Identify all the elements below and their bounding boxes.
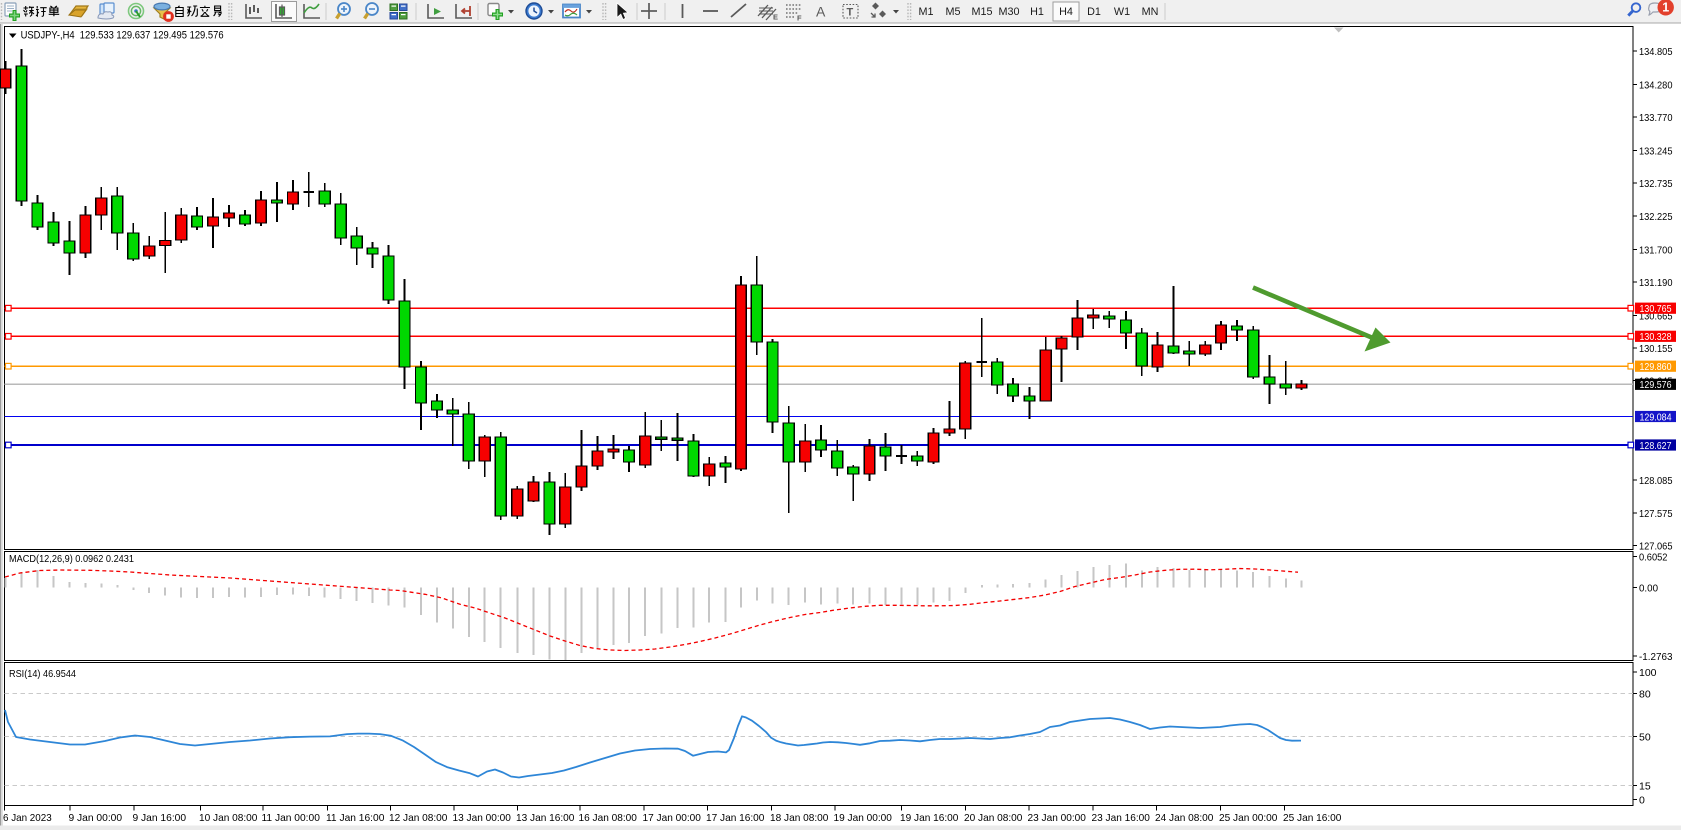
svg-text:130.765: 130.765 xyxy=(1640,303,1672,315)
svg-text:17 Jan 00:00: 17 Jan 00:00 xyxy=(643,812,702,824)
svg-text:130.155: 130.155 xyxy=(1639,343,1673,355)
svg-text:16 Jan 08:00: 16 Jan 08:00 xyxy=(579,812,638,824)
svg-text:13 Jan 00:00: 13 Jan 00:00 xyxy=(453,812,512,824)
svg-text:19 Jan 00:00: 19 Jan 00:00 xyxy=(834,812,893,824)
svg-text:T: T xyxy=(847,7,854,19)
svg-text:1: 1 xyxy=(1662,1,1669,15)
svg-text:134.280: 134.280 xyxy=(1639,80,1673,92)
svg-text:17 Jan 16:00: 17 Jan 16:00 xyxy=(706,812,765,824)
svg-text:11 Jan 00:00: 11 Jan 00:00 xyxy=(262,812,321,824)
svg-text:M30: M30 xyxy=(998,6,1019,18)
svg-text:MACD(12,26,9) 0.0962 0.2431: MACD(12,26,9) 0.0962 0.2431 xyxy=(9,553,134,565)
svg-text:E: E xyxy=(773,13,778,22)
svg-text:24 Jan 08:00: 24 Jan 08:00 xyxy=(1155,812,1214,824)
svg-text:131.700: 131.700 xyxy=(1639,244,1673,256)
svg-text:129.084: 129.084 xyxy=(1640,411,1672,423)
svg-text:F: F xyxy=(797,14,802,23)
svg-text:12 Jan 08:00: 12 Jan 08:00 xyxy=(389,812,448,824)
svg-text:134.805: 134.805 xyxy=(1639,46,1673,58)
svg-text:W1: W1 xyxy=(1114,6,1130,18)
svg-text:100: 100 xyxy=(1639,667,1657,679)
svg-text:A: A xyxy=(816,4,826,20)
svg-text:19 Jan 16:00: 19 Jan 16:00 xyxy=(900,812,959,824)
svg-text:20 Jan 08:00: 20 Jan 08:00 xyxy=(964,812,1023,824)
svg-text:0.00: 0.00 xyxy=(1639,583,1658,595)
svg-text:9 Jan 00:00: 9 Jan 00:00 xyxy=(69,812,123,824)
svg-text:RSI(14) 46.9544: RSI(14) 46.9544 xyxy=(9,668,76,680)
svg-text:9 Jan 16:00: 9 Jan 16:00 xyxy=(133,812,187,824)
svg-text:80: 80 xyxy=(1639,688,1651,700)
svg-text:23 Jan 16:00: 23 Jan 16:00 xyxy=(1092,812,1151,824)
svg-text:0.6052: 0.6052 xyxy=(1639,552,1668,564)
svg-text:129.860: 129.860 xyxy=(1640,361,1672,373)
svg-text:6 Jan 2023: 6 Jan 2023 xyxy=(3,812,52,824)
svg-text:128.627: 128.627 xyxy=(1640,440,1672,452)
svg-text:131.190: 131.190 xyxy=(1639,277,1673,289)
svg-text:127.065: 127.065 xyxy=(1639,540,1673,552)
svg-text:50: 50 xyxy=(1639,732,1651,744)
svg-text:18 Jan 08:00: 18 Jan 08:00 xyxy=(770,812,829,824)
svg-text:11 Jan 16:00: 11 Jan 16:00 xyxy=(326,812,385,824)
svg-text:133.245: 133.245 xyxy=(1639,146,1673,158)
svg-text:10 Jan 08:00: 10 Jan 08:00 xyxy=(199,812,258,824)
svg-text:USDJPY-,H4 129.533 129.637 12: USDJPY-,H4 129.533 129.637 129.495 129.5… xyxy=(21,29,224,41)
svg-text:D1: D1 xyxy=(1087,6,1101,18)
svg-text:H4: H4 xyxy=(1059,6,1073,18)
svg-text:0: 0 xyxy=(1639,795,1645,807)
svg-text:130.328: 130.328 xyxy=(1640,331,1672,343)
svg-text:133.770: 133.770 xyxy=(1639,112,1673,124)
svg-text:132.735: 132.735 xyxy=(1639,178,1673,190)
svg-text:M5: M5 xyxy=(946,6,961,18)
svg-text:127.575: 127.575 xyxy=(1639,508,1673,520)
svg-text:128.085: 128.085 xyxy=(1639,475,1673,487)
svg-text:25 Jan 00:00: 25 Jan 00:00 xyxy=(1219,812,1278,824)
svg-text:M15: M15 xyxy=(971,6,992,18)
svg-text:129.576: 129.576 xyxy=(1640,379,1672,391)
svg-text:25 Jan 16:00: 25 Jan 16:00 xyxy=(1283,812,1342,824)
svg-text:-1.2763: -1.2763 xyxy=(1639,651,1673,663)
svg-text:MN: MN xyxy=(1142,6,1159,18)
svg-text:H1: H1 xyxy=(1030,6,1044,18)
svg-text:13 Jan 16:00: 13 Jan 16:00 xyxy=(516,812,575,824)
svg-text:15: 15 xyxy=(1639,780,1651,792)
svg-text:132.225: 132.225 xyxy=(1639,211,1673,223)
svg-text:M1: M1 xyxy=(919,6,934,18)
svg-text:23 Jan 00:00: 23 Jan 00:00 xyxy=(1028,812,1087,824)
